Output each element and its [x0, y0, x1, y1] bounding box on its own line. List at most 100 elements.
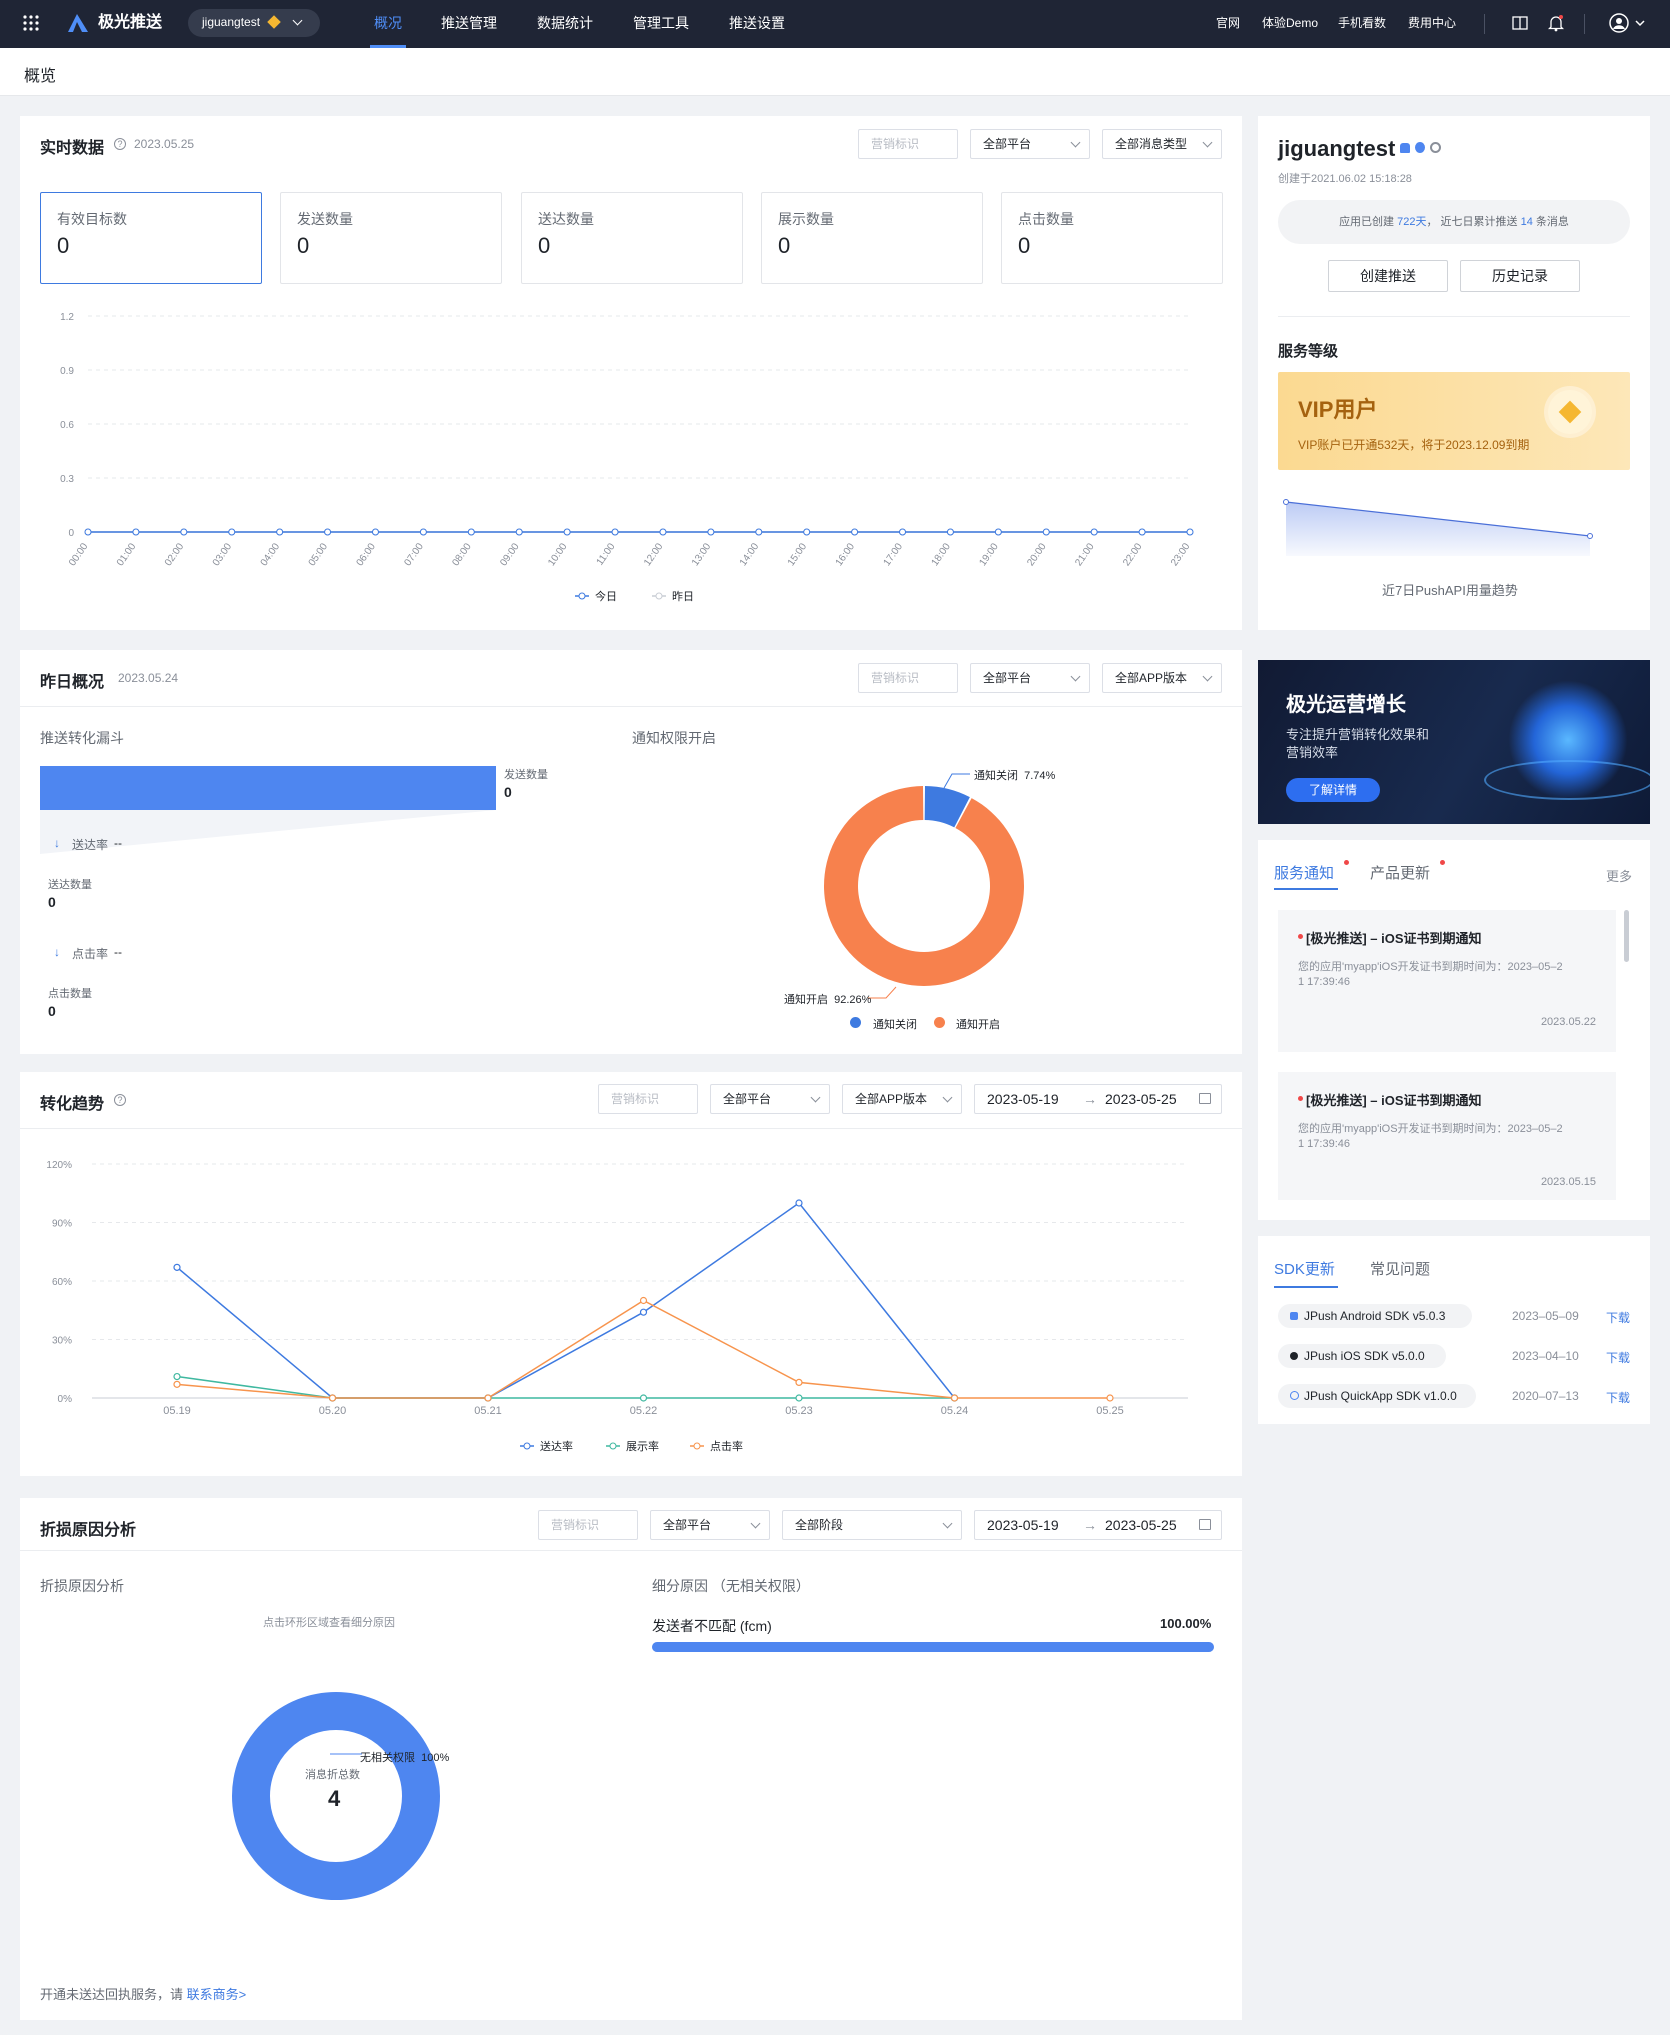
x-tick-label: 17:00: [882, 541, 906, 568]
help-icon[interactable]: ?: [114, 1094, 126, 1106]
data-point: [707, 528, 715, 536]
stat-card-delivered[interactable]: 送达数量 0: [521, 192, 743, 284]
notice-item[interactable]: [极光推送] – iOS证书到期通知 您的应用'myapp'iOS开发证书到期时…: [1278, 1072, 1616, 1200]
nav-data-stats[interactable]: 数据统计: [537, 15, 593, 31]
data-point: [563, 528, 571, 536]
tab-service-notice[interactable]: 服务通知: [1274, 865, 1335, 882]
arrow-down-icon: ↓: [54, 945, 60, 959]
contact-sales-link[interactable]: 联系商务>: [186, 1987, 247, 2002]
link-billing[interactable]: 费用中心: [1408, 16, 1457, 30]
apps-grid-icon[interactable]: [22, 14, 40, 32]
divider: [1278, 316, 1630, 317]
stat-card-target[interactable]: 有效目标数 0: [40, 192, 262, 284]
notice-item[interactable]: [极光推送] – iOS证书到期通知 您的应用'myapp'iOS开发证书到期时…: [1278, 910, 1616, 1052]
trend-card: [20, 1072, 1242, 1476]
loss-footer: 开通未送达回执服务，请 联系商务>: [40, 1984, 246, 2003]
platform-select[interactable]: 全部平台: [650, 1510, 770, 1540]
date-range-picker[interactable]: 2023-05-19 → 2023-05-25: [974, 1084, 1222, 1114]
more-link[interactable]: 更多: [1606, 869, 1633, 884]
data-point: [639, 1394, 648, 1402]
app-version-select-label: 全部APP版本: [855, 1092, 928, 1106]
tab-faq[interactable]: 常见问题: [1370, 1261, 1431, 1278]
marketing-tag-input[interactable]: 营销标识: [858, 129, 958, 159]
marketing-tag-input[interactable]: 营销标识: [598, 1084, 698, 1114]
app-selector[interactable]: jiguangtest: [188, 9, 320, 37]
platform-select[interactable]: 全部平台: [970, 129, 1090, 159]
donut-slice: [824, 786, 1024, 986]
help-icon[interactable]: ?: [114, 138, 126, 150]
marketing-tag-input[interactable]: 营销标识: [858, 663, 958, 693]
notices-scrollbar[interactable]: [1624, 910, 1629, 962]
chevron-down-icon: [1070, 671, 1081, 682]
stat-value: 0: [538, 233, 551, 258]
link-official-site[interactable]: 官网: [1216, 16, 1241, 30]
date-range-picker[interactable]: 2023-05-19 → 2023-05-25: [974, 1510, 1222, 1540]
banner-cta-button[interactable]: 了解详情: [1286, 778, 1380, 802]
data-point: [84, 528, 92, 536]
notice-date: 2023.05.15: [1540, 1176, 1596, 1188]
logo-text: 极光推送: [98, 14, 163, 31]
x-tick-label: 05.21: [474, 1405, 502, 1417]
user-avatar-icon[interactable]: [1608, 12, 1648, 39]
stat-card-sent[interactable]: 发送数量 0: [280, 192, 502, 284]
link-mobile[interactable]: 手机看数: [1338, 16, 1387, 30]
sdk-download-link[interactable]: 下载: [1606, 1391, 1631, 1405]
legend-dot-off: [850, 1017, 861, 1028]
history-button[interactable]: 历史记录: [1460, 260, 1580, 292]
funnel-rate1-value: --: [114, 836, 122, 850]
data-point: [1106, 1394, 1114, 1402]
jiguang-logo-icon: [66, 12, 90, 39]
tab-product-update[interactable]: 产品更新: [1370, 865, 1431, 882]
stat-card-shown[interactable]: 展示数量 0: [761, 192, 983, 284]
banner-title: 极光运营增长: [1286, 694, 1406, 716]
nav-manage-tools[interactable]: 管理工具: [633, 15, 689, 31]
stat-value: 0: [297, 233, 310, 258]
unread-dot: [1440, 860, 1445, 865]
data-point: [467, 528, 475, 536]
notice-body: 1 17:39:46: [1298, 976, 1350, 988]
x-tick-label: 07:00: [402, 541, 426, 568]
sdk-name: JPush Android SDK v5.0.3: [1304, 1309, 1446, 1323]
docs-book-icon[interactable]: [1512, 16, 1528, 35]
data-point: [659, 528, 667, 536]
growth-banner[interactable]: 极光运营增长 专注提升营销转化效果和 营销效率 了解详情: [1258, 660, 1650, 824]
nav-push-manage[interactable]: 推送管理: [441, 15, 497, 31]
app-version-select[interactable]: 全部APP版本: [842, 1084, 962, 1114]
marketing-tag-input[interactable]: 营销标识: [538, 1510, 638, 1540]
divider: [20, 1128, 1242, 1129]
chevron-down-icon: [1070, 137, 1081, 148]
calendar-icon: [1199, 1093, 1211, 1104]
link-demo[interactable]: 体验Demo: [1262, 16, 1319, 30]
series-line: [176, 1201, 956, 1399]
bell-icon[interactable]: [1547, 14, 1565, 37]
sdk-download-link[interactable]: 下载: [1606, 1351, 1631, 1365]
apple-icon: [1290, 1352, 1298, 1360]
create-push-button[interactable]: 创建推送: [1328, 260, 1448, 292]
chevron-down-icon: [1202, 671, 1213, 682]
app-version-select[interactable]: 全部APP版本: [1102, 663, 1222, 693]
msg-type-select[interactable]: 全部消息类型: [1102, 129, 1222, 159]
funnel-deliver-value: 0: [48, 894, 56, 910]
api-usage-area-chart: [1283, 499, 1593, 556]
perm-off-label: 通知关闭 7.74%: [974, 770, 1056, 782]
label-leader-line: [868, 986, 897, 999]
platform-select[interactable]: 全部平台: [710, 1084, 830, 1114]
stage-select[interactable]: 全部阶段: [782, 1510, 962, 1540]
loss-right-title: 细分原因 （无相关权限）: [652, 1578, 810, 1594]
legend-label-on: 通知开启: [956, 1019, 1000, 1031]
nav-overview[interactable]: 概况: [374, 15, 402, 31]
loss-hint: 点击环形区域查看细分原因: [263, 1617, 395, 1629]
sdk-download-link[interactable]: 下载: [1606, 1311, 1631, 1325]
stat-card-clicked[interactable]: 点击数量 0: [1001, 192, 1223, 284]
tab-sdk-update[interactable]: SDK更新: [1274, 1261, 1335, 1278]
unread-dot: [1298, 934, 1303, 939]
y-tick-label: 1.2: [60, 312, 74, 323]
donut-slice: [924, 786, 970, 828]
data-point: [851, 528, 859, 536]
android-icon: [1400, 143, 1410, 153]
platform-select[interactable]: 全部平台: [970, 663, 1090, 693]
chevron-down-icon: [1202, 137, 1213, 148]
nav-push-settings[interactable]: 推送设置: [729, 15, 785, 31]
divider: [1484, 14, 1485, 34]
x-tick-label: 14:00: [738, 541, 762, 568]
